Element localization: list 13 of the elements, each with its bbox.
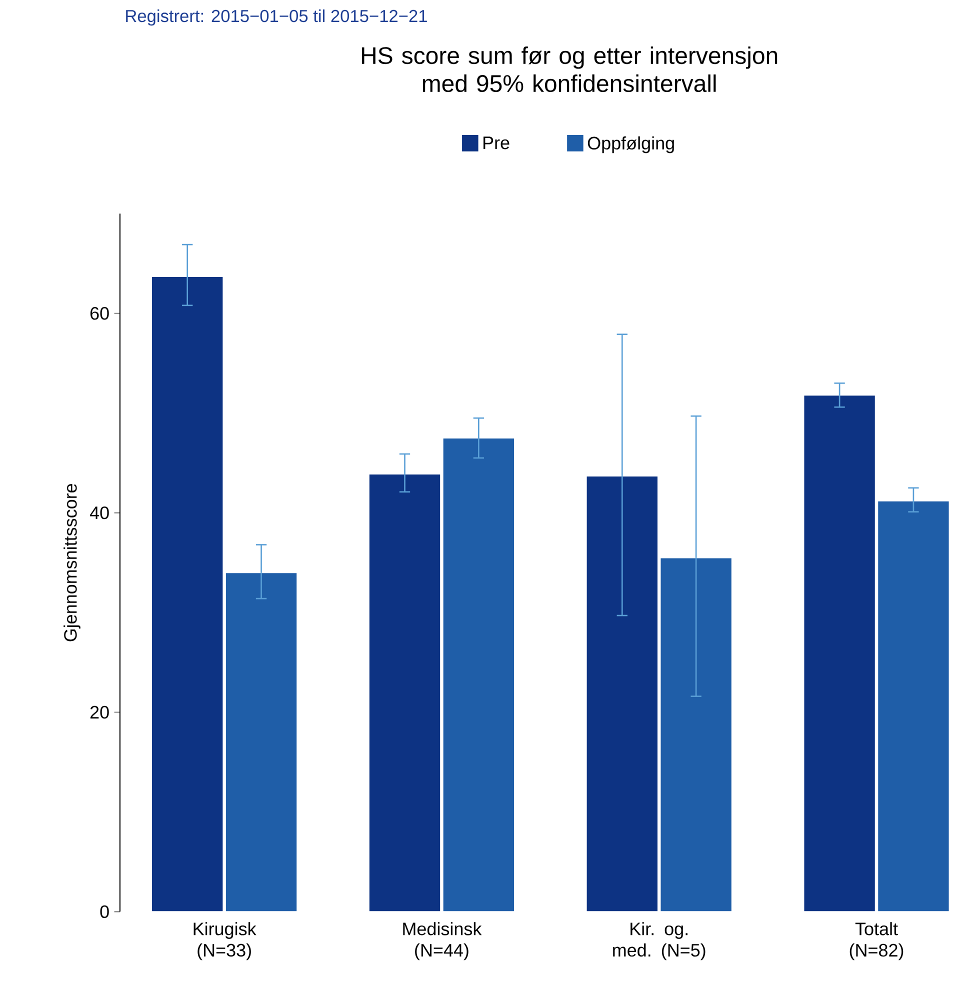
chart-title: HS score sum før og etter intervensjon med 95% konfidensintervall: [362, 46, 777, 92]
y-tick-label: 20: [90, 706, 109, 719]
legend-label: Pre: [483, 136, 510, 150]
y-axis-title: Gjennomsnittsscore: [63, 484, 80, 642]
x-tick-label: Kirugisk (N=33): [194, 922, 256, 960]
x-tick-label: Kir. og. med. (N=5): [612, 922, 706, 960]
x-tick-label: Totalt (N=82): [850, 922, 903, 960]
legend-label: Oppfølging: [588, 136, 674, 154]
y-tick-label: 60: [90, 307, 109, 320]
chart-subtitle: Registrert: 2015−01−05 til 2015−12−21: [126, 9, 427, 26]
y-tick-label: 0: [100, 905, 109, 918]
y-tick-label: 40: [90, 506, 109, 520]
x-tick-label: Medisinsk (N=44): [403, 922, 482, 960]
